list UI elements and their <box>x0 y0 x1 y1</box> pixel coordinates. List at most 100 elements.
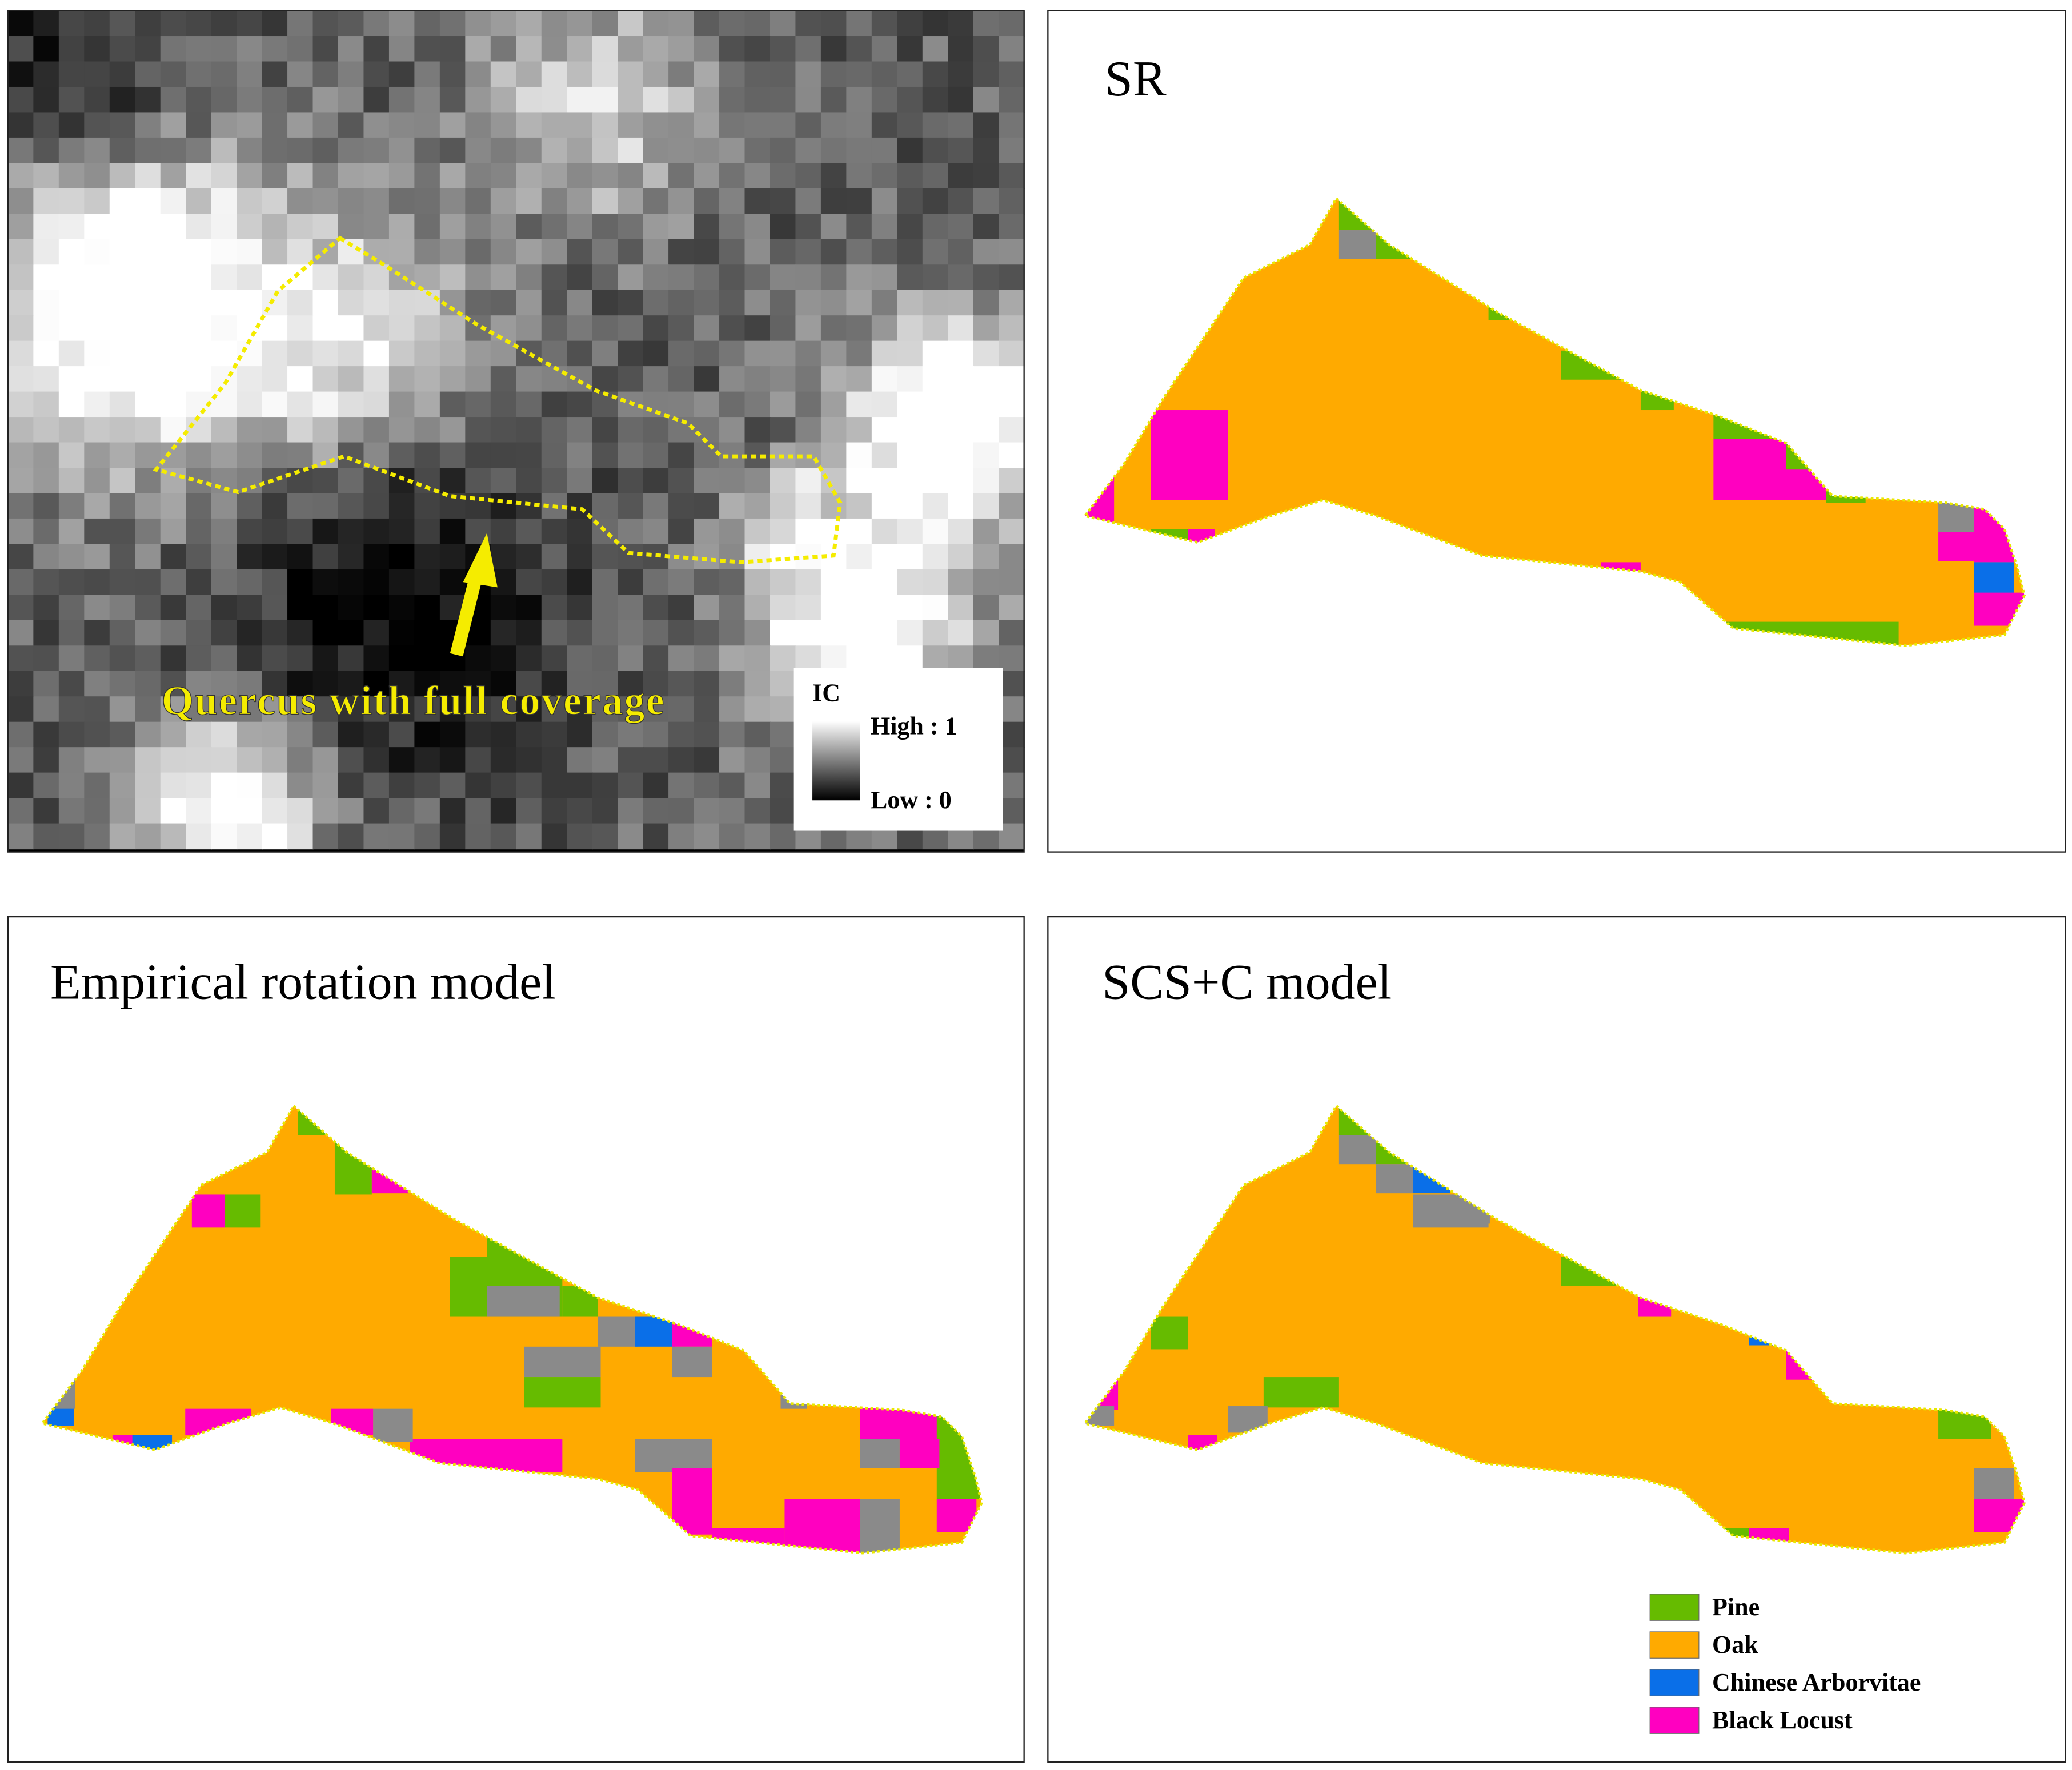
raster-cell <box>84 214 110 240</box>
raster-cell <box>668 823 695 850</box>
raster-cell <box>999 239 1025 266</box>
raster-cell <box>287 315 314 342</box>
raster-cell <box>287 493 314 520</box>
raster-cell <box>846 442 872 469</box>
raster-cell <box>414 671 441 697</box>
raster-cell <box>999 214 1025 240</box>
raster-cell <box>7 442 34 469</box>
raster-cell <box>312 620 339 647</box>
raster-cell <box>871 188 898 215</box>
raster-cell <box>541 340 568 367</box>
raster-cell <box>897 112 923 139</box>
raster-cell <box>160 315 187 342</box>
raster-cell <box>948 188 974 215</box>
raster-cell <box>262 137 288 164</box>
raster-cell <box>388 747 415 773</box>
raster-cell <box>160 696 187 723</box>
raster-cell <box>846 620 872 647</box>
raster-cell <box>237 544 263 571</box>
raster-cell <box>262 721 288 748</box>
map-outline <box>40 1103 983 1555</box>
raster-cell <box>338 696 364 723</box>
raster-cell <box>846 468 872 494</box>
raster-cell <box>439 696 466 723</box>
raster-cell <box>795 112 822 139</box>
raster-cell <box>592 544 619 571</box>
raster-cell <box>871 366 898 392</box>
raster-cell <box>58 747 85 773</box>
raster-cell <box>237 468 263 494</box>
raster-cell <box>973 163 1000 190</box>
raster-cell <box>770 188 796 215</box>
raster-cell <box>694 61 720 88</box>
raster-cell <box>237 137 263 164</box>
raster-cell <box>414 366 441 392</box>
raster-cell <box>668 112 695 139</box>
raster-cell <box>363 823 390 850</box>
raster-cell <box>84 366 110 392</box>
raster-cell <box>439 747 466 773</box>
raster-cell <box>770 290 796 316</box>
raster-cell <box>592 645 619 672</box>
raster-cell <box>465 137 491 164</box>
raster-cell <box>211 442 238 469</box>
raster-cell <box>618 10 644 37</box>
raster-cell <box>338 340 364 367</box>
raster-cell <box>719 188 746 215</box>
raster-cell <box>744 137 771 164</box>
raster-cell <box>668 86 695 113</box>
raster-cell <box>237 518 263 545</box>
raster-cell <box>135 315 161 342</box>
raster-cell <box>541 137 568 164</box>
raster-cell <box>795 518 822 545</box>
raster-cell <box>973 340 1000 367</box>
raster-cell <box>618 112 644 139</box>
class-patch <box>1263 1377 1339 1408</box>
raster-cell <box>186 772 212 799</box>
raster-cell <box>643 518 670 545</box>
raster-cell <box>694 315 720 342</box>
raster-cell <box>7 86 34 113</box>
raster-cell <box>567 696 593 723</box>
raster-cell <box>744 747 771 773</box>
raster-cell <box>312 163 339 190</box>
raster-cell <box>186 823 212 850</box>
raster-cell <box>312 366 339 392</box>
raster-cell <box>948 493 974 520</box>
raster-cell <box>694 493 720 520</box>
raster-cell <box>541 823 568 850</box>
raster-cell <box>237 340 263 367</box>
raster-cell <box>999 10 1025 37</box>
raster-cell <box>186 239 212 266</box>
class-patch <box>1413 1164 1450 1194</box>
raster-cell <box>897 163 923 190</box>
raster-cell <box>820 61 847 88</box>
raster-cell <box>186 645 212 672</box>
raster-cell <box>541 417 568 443</box>
raster-cell <box>287 671 314 697</box>
raster-cell <box>160 391 187 418</box>
raster-cell <box>795 264 822 291</box>
raster-cell <box>84 823 110 850</box>
raster-cell <box>973 645 1000 672</box>
raster-cell <box>287 290 314 316</box>
raster-cell <box>770 620 796 647</box>
raster-cell <box>465 696 491 723</box>
raster-cell <box>694 595 720 621</box>
raster-cell <box>160 518 187 545</box>
raster-cell <box>541 645 568 672</box>
raster-cell <box>262 671 288 697</box>
raster-cell <box>592 264 619 291</box>
raster-cell <box>338 747 364 773</box>
panel-title: SCS+C model <box>1102 955 1392 1010</box>
raster-cell <box>109 86 136 113</box>
raster-cell <box>287 645 314 672</box>
raster-cell <box>567 61 593 88</box>
raster-cell <box>770 36 796 62</box>
raster-cell <box>516 188 542 215</box>
raster-cell <box>33 595 59 621</box>
raster-cell <box>414 493 441 520</box>
raster-cell <box>820 137 847 164</box>
raster-cell <box>262 823 288 850</box>
raster-cell <box>338 137 364 164</box>
